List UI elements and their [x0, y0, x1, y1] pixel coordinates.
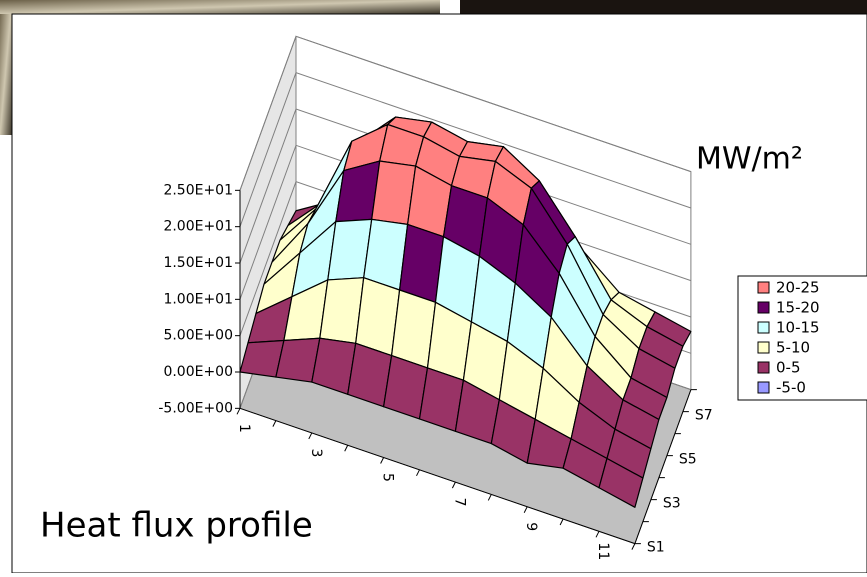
legend-label: -5-0	[776, 379, 806, 397]
z-tick-label: S5	[679, 452, 697, 468]
x-tick-label: 1	[236, 424, 252, 433]
legend-label: 10-15	[776, 319, 820, 337]
x-tick-label: 7	[451, 498, 467, 507]
y-tick-label: 2.50E+01	[163, 182, 233, 198]
y-tick-label: -5.00E+00	[158, 400, 233, 416]
legend-label: 15-20	[776, 299, 820, 317]
y-tick-label: 1.00E+01	[163, 291, 233, 307]
x-tick-label: 11	[595, 542, 611, 560]
legend-swatch	[758, 322, 769, 333]
legend-label: 5-10	[776, 339, 810, 357]
dark-strip	[460, 0, 867, 14]
z-tick-label: S1	[647, 540, 665, 556]
chart-title: Heat flux profile	[40, 506, 313, 546]
legend-swatch	[758, 382, 769, 393]
legend-swatch	[758, 362, 769, 373]
x-tick-label: 3	[308, 448, 324, 457]
page: Heat flux profile MW/m² -5.00E+00 0.00E+0…	[0, 0, 867, 573]
legend-label: 20-25	[776, 279, 820, 297]
legend-swatch	[758, 302, 769, 313]
legend-swatch	[758, 282, 769, 293]
z-tick-label: S7	[695, 408, 713, 424]
x-tick-label: 5	[380, 473, 396, 482]
legend-label: 0-5	[776, 359, 801, 377]
photo-edge	[0, 0, 12, 135]
unit-label: MW/m²	[696, 142, 803, 177]
y-tick-label: 5.00E+00	[163, 328, 233, 344]
z-tick-label: S3	[663, 496, 681, 512]
chart: Heat flux profile MW/m² -5.00E+00 0.00E+0…	[0, 0, 867, 573]
legend-swatch	[758, 342, 769, 353]
y-tick-label: 1.50E+01	[163, 255, 233, 271]
photo-top	[0, 0, 440, 14]
x-tick-label: 9	[523, 522, 539, 531]
y-tick-label: 0.00E+00	[163, 364, 233, 380]
y-tick-label: 2.00E+01	[163, 219, 233, 235]
